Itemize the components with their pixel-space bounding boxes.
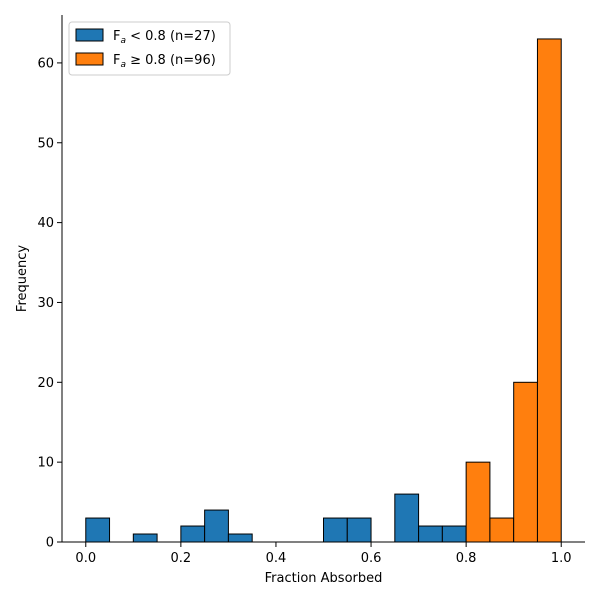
y-tick-label: 0 (46, 536, 54, 551)
y-tick-label: 20 (37, 376, 54, 391)
x-tick-label: 0.4 (266, 551, 287, 566)
x-tick-label: 0.2 (171, 551, 192, 566)
y-tick-label: 10 (37, 456, 54, 471)
axes-layer: 0.0 0.2 0.4 0.6 0.8 1.0 0 10 20 30 40 50 60 Fraction … (15, 15, 585, 586)
histogram-bar-s0-8 (418, 525, 443, 543)
x-tick-label: 1.0 (551, 551, 572, 566)
histogram-bar-s0-1 (132, 533, 158, 543)
histogram-bar-s0-2 (180, 525, 206, 543)
legend-label-1: Fa ≥ 0.8 (n=96) (113, 53, 216, 70)
y-tick-label: 50 (37, 136, 54, 151)
histogram-bar-s0-6 (346, 517, 372, 543)
x-tick-label: 0.0 (75, 551, 96, 566)
histogram-bar-s1-2 (513, 381, 538, 543)
histogram-bar-s0-5 (323, 517, 348, 543)
histogram-bar-s0-9 (441, 525, 467, 543)
histogram-bar-s1-3 (536, 38, 562, 543)
legend: Fa < 0.8 (n=27) Fa ≥ 0.8 (n=96) (68, 21, 231, 76)
histogram-bar-s1-1 (489, 517, 515, 543)
y-tick-label: 40 (37, 216, 54, 231)
legend-swatch-0 (75, 28, 104, 42)
histogram-bar-s0-3 (204, 509, 229, 543)
histogram-bar-s0-7 (394, 493, 420, 543)
legend-label-0: Fa < 0.8 (n=27) (113, 29, 216, 46)
x-tick-label: 0.8 (456, 551, 477, 566)
legend-frame (68, 21, 231, 76)
histogram-bar-s1-0 (465, 461, 491, 543)
y-tick-label: 30 (37, 296, 54, 311)
legend-swatch-1 (75, 52, 104, 66)
histogram-bar-s0-0 (85, 517, 111, 543)
y-tick-label: 60 (37, 56, 54, 71)
x-tick-label: 0.6 (361, 551, 382, 566)
y-axis-title: Frequency (15, 245, 30, 312)
histogram-bar-s0-4 (227, 533, 253, 543)
x-axis-title: Fraction Absorbed (265, 571, 383, 586)
bars-layer (85, 38, 562, 543)
